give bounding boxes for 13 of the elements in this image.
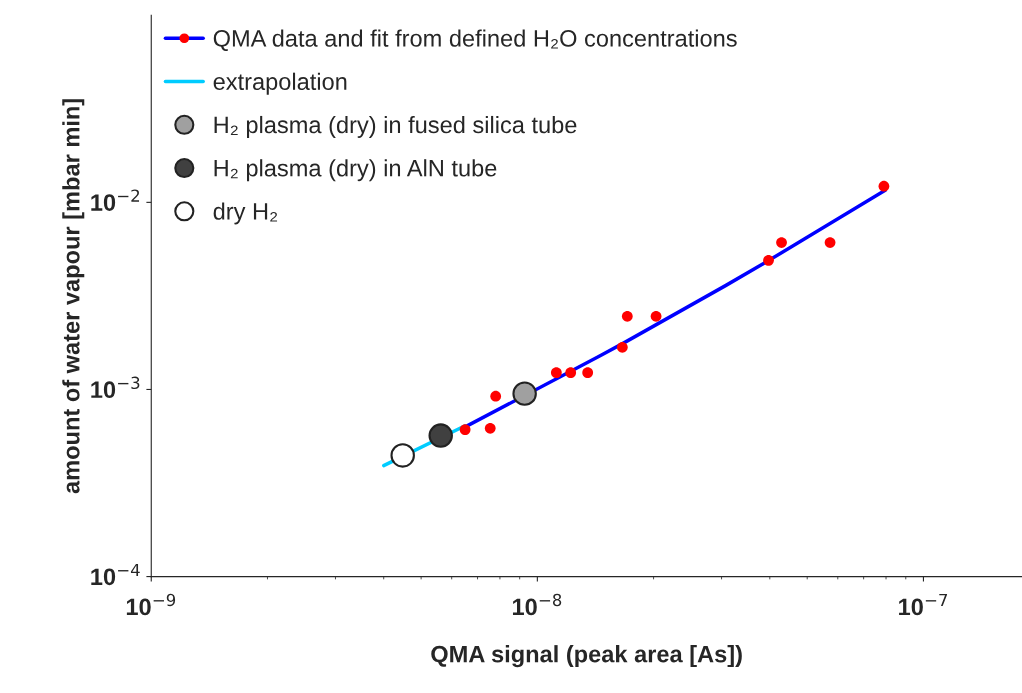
legend-label: QMA data and fit from defined H₂O concentrations — [213, 29, 737, 51]
x-tick-label: 10$^{−7}$ — [899, 593, 948, 616]
x-tick-label: 10$^{−8}$ — [512, 593, 562, 616]
x-axis-title: QMA signal (peak area [As]) — [431, 645, 742, 668]
legend-label: H₂ plasma (dry) in AlN tube — [214, 159, 497, 182]
legend-label: H₂ plasma (dry) in fused silica tube — [214, 115, 577, 138]
legend-label: dry H₂ — [213, 202, 278, 225]
y-tick-label: 10$^{−2}$ — [91, 189, 140, 211]
y-tick-label: 10$^{−4}$ — [91, 563, 140, 586]
x-tick-label: 10$^{−9}$ — [126, 593, 176, 616]
y-tick-label: 10$^{−3}$ — [91, 376, 140, 399]
y-axis-title: amount of water vapour [mbar min] — [62, 99, 85, 494]
legend-label: extrapolation — [213, 72, 347, 95]
